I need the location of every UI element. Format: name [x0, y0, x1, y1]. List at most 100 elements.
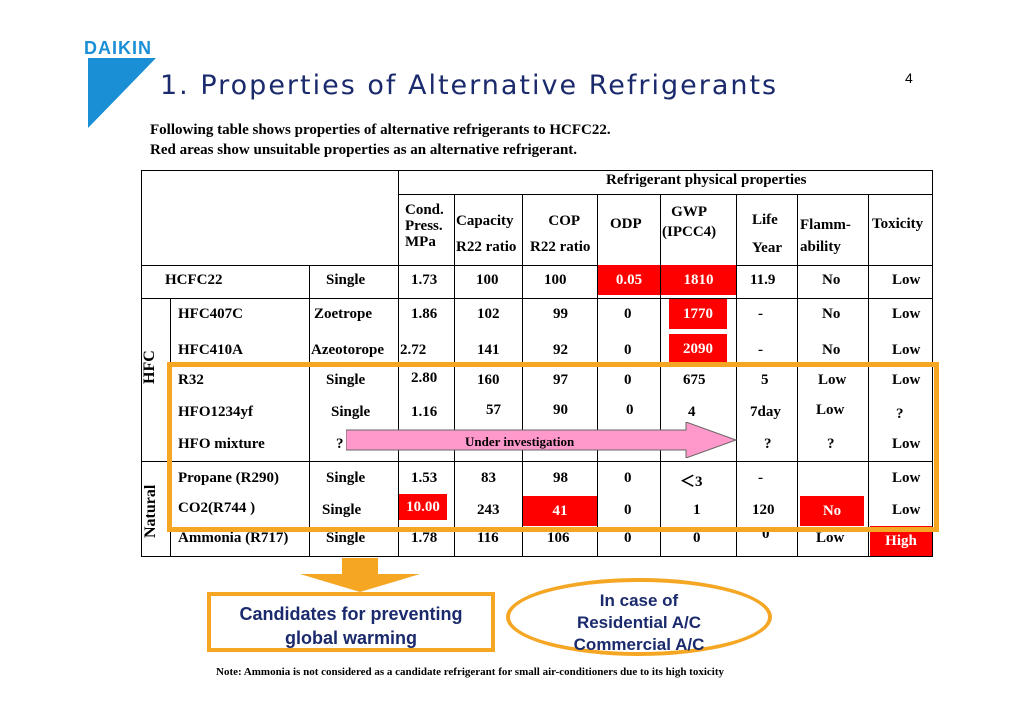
row-tox: Low	[892, 372, 921, 388]
row-cop: 98	[553, 470, 568, 486]
row-name: HFO1234yf	[178, 404, 253, 420]
row-odp: 0	[624, 306, 632, 322]
row-type: Zoetrope	[314, 306, 373, 322]
row-life: 7day	[750, 404, 781, 420]
header-toxicity: Toxicity	[872, 216, 924, 232]
group-label-hfc: HFC	[141, 350, 158, 384]
row-cond: 2.80	[411, 370, 438, 386]
group-label-natural: Natural	[142, 484, 159, 538]
row-cop: 92	[553, 342, 568, 358]
row-life: -	[758, 342, 763, 358]
header-capacity: Capacity R22 ratio	[456, 213, 517, 255]
row-name: Propane (R290)	[178, 470, 279, 486]
row-type: Single	[326, 470, 366, 486]
row-flamm: No	[822, 272, 841, 288]
row-odp: 0.05	[598, 265, 660, 295]
row-type: Single	[326, 372, 366, 388]
row-life: ?	[764, 436, 772, 452]
row-cond: 1.16	[411, 404, 438, 420]
row-type: ?	[336, 436, 344, 452]
row-odp: 0	[624, 342, 632, 358]
row-gwp: ＜3	[680, 474, 703, 490]
row-cap: 100	[476, 272, 499, 288]
row-odp: 0	[624, 502, 632, 518]
row-life: 120	[752, 502, 775, 518]
row-gwp: 2090	[669, 334, 727, 364]
row-gwp: 0	[693, 530, 701, 546]
investigation-label: Under investigation	[465, 434, 575, 449]
row-odp: 0	[624, 372, 632, 388]
row-cop: 100	[544, 272, 567, 288]
row-cap: 160	[477, 372, 500, 388]
row-name: CO2(R744 )	[178, 500, 256, 516]
down-arrow-icon	[300, 558, 420, 592]
header-cond: Cond. Press. MPa	[405, 202, 444, 250]
header-odp: ODP	[610, 216, 642, 232]
row-cop: 106	[547, 530, 570, 546]
row-tox: Low	[892, 470, 921, 486]
intro-line-2: Red areas show unsuitable properties as …	[150, 142, 578, 158]
row-cond: 10.00	[399, 494, 447, 520]
row-cop: 41	[523, 496, 597, 526]
row-type: Azeotorope	[311, 342, 385, 358]
row-gwp: 675	[683, 372, 706, 388]
row-flamm: No	[800, 496, 864, 526]
row-cond: 2.72	[400, 342, 427, 358]
group-header: Refrigerant physical properties	[606, 172, 807, 188]
row-name: HCFC22	[165, 272, 223, 288]
header-flamm: Flamm-ability	[800, 217, 851, 255]
intro-line-1: Following table shows properties of alte…	[150, 122, 611, 138]
row-cop: 97	[553, 372, 568, 388]
row-life: 11.9	[750, 272, 776, 288]
row-cond: 1.86	[411, 306, 438, 322]
row-odp: 0	[624, 530, 632, 546]
row-gwp: 1770	[669, 299, 727, 329]
row-cond: 1.73	[411, 272, 438, 288]
row-name: HFC407C	[178, 306, 243, 322]
row-cap: 243	[477, 502, 500, 518]
row-flamm: Low	[816, 402, 845, 418]
row-name: HFC410A	[178, 342, 243, 358]
row-odp: 0	[624, 470, 632, 486]
row-name: HFO mixture	[178, 436, 265, 452]
row-cop: 90	[553, 402, 568, 418]
row-tox: Low	[892, 272, 921, 288]
logo-triangle-icon	[88, 58, 156, 128]
row-type: Single	[326, 530, 366, 546]
row-cop: 99	[553, 306, 568, 322]
row-gwp: 1	[693, 502, 701, 518]
row-tox: Low	[892, 502, 921, 518]
row-name: R32	[178, 372, 204, 388]
row-life: 0	[762, 526, 770, 542]
footnote: Note: Ammonia is not considered as a can…	[216, 666, 725, 678]
row-cap: 102	[477, 306, 500, 322]
row-type: Single	[331, 404, 371, 420]
page-number: 4	[905, 70, 913, 86]
row-cond: 1.78	[411, 530, 438, 546]
row-cond: 1.53	[411, 470, 438, 486]
row-tox: Low	[892, 436, 921, 452]
row-cap: 116	[477, 530, 499, 546]
row-flamm: No	[822, 306, 841, 322]
page-title: 1. Properties of Alternative Refrigerant…	[160, 70, 779, 101]
row-flamm: Low	[818, 372, 847, 388]
row-flamm: ?	[827, 436, 835, 452]
row-flamm: No	[822, 342, 841, 358]
row-cap: 141	[477, 342, 500, 358]
row-gwp: 1810	[661, 265, 736, 295]
daikin-logo: DAIKIN	[84, 38, 152, 58]
row-name: Ammonia (R717)	[178, 530, 289, 546]
header-cop: COP R22 ratio	[530, 213, 591, 255]
investigation-arrow	[346, 422, 738, 458]
row-tox: Low	[892, 342, 921, 358]
row-odp: 0	[626, 402, 634, 418]
row-type: Single	[326, 272, 366, 288]
row-cap: 83	[481, 470, 496, 486]
row-cap: 57	[486, 402, 501, 418]
candidates-box: Candidates for preventing global warming	[207, 592, 495, 652]
row-tox: ?	[896, 406, 904, 422]
row-life: -	[758, 306, 763, 322]
candidates-highlight-frame	[167, 362, 939, 532]
header-life: Life Year	[752, 212, 782, 256]
row-type: Single	[322, 502, 362, 518]
